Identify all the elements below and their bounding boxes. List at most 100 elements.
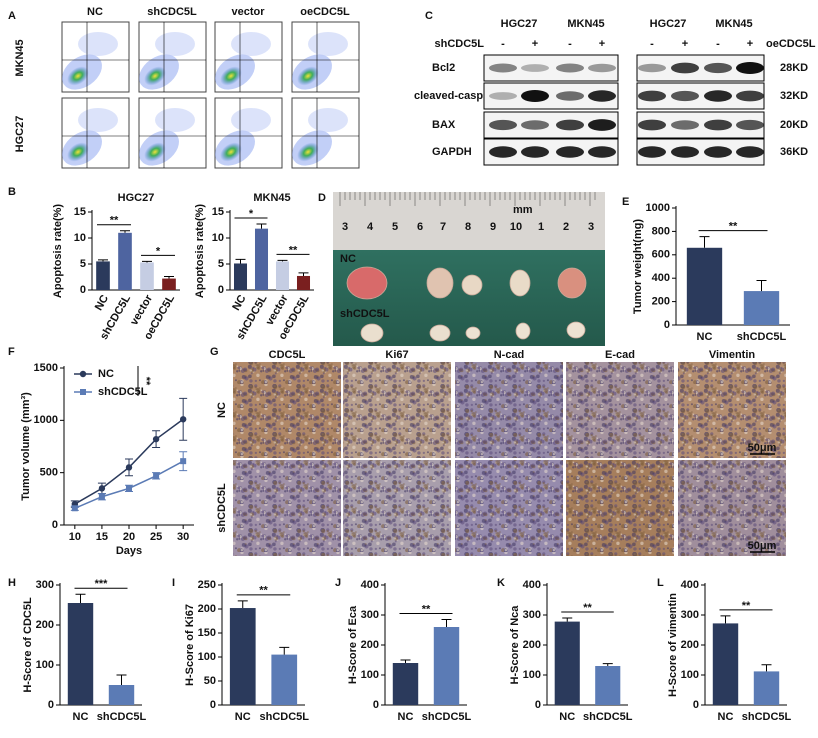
band bbox=[521, 64, 549, 72]
band bbox=[521, 146, 549, 158]
band bbox=[556, 63, 584, 73]
bar bbox=[96, 261, 110, 290]
point bbox=[153, 472, 160, 479]
y-tick-label: 600 bbox=[652, 249, 670, 261]
y-tick-label: 200 bbox=[681, 639, 699, 651]
band bbox=[671, 62, 699, 74]
y-tick-label: 300 bbox=[681, 609, 699, 621]
ruler-number: 9 bbox=[490, 221, 496, 233]
point bbox=[126, 485, 132, 492]
x-tick-label: shCDC5L bbox=[737, 331, 787, 343]
scale-bar-label: 50μm bbox=[748, 540, 777, 552]
band bbox=[489, 146, 517, 158]
y-axis-label: Tumor volume (mm³) bbox=[20, 392, 32, 501]
x-tick-label: shCDC5L bbox=[742, 711, 792, 723]
y-tick-label: 400 bbox=[523, 579, 541, 591]
bar bbox=[118, 232, 132, 290]
bar bbox=[233, 263, 248, 290]
tumor bbox=[465, 326, 481, 340]
column-header: NC bbox=[87, 6, 103, 18]
y-tick-label: 5 bbox=[218, 258, 224, 270]
band bbox=[521, 90, 549, 102]
size-label: 20KD bbox=[780, 119, 808, 131]
band bbox=[556, 119, 584, 131]
band bbox=[556, 146, 584, 158]
x-tick-label: shCDC5L bbox=[583, 711, 633, 723]
error-bar bbox=[298, 272, 309, 276]
flow-scatter bbox=[155, 32, 195, 56]
error-bar bbox=[120, 230, 130, 233]
bar bbox=[271, 654, 298, 705]
y-tick-label: 100 bbox=[198, 651, 216, 663]
y-axis-label: H-Score of vimentin bbox=[667, 593, 679, 697]
error-bar bbox=[98, 259, 108, 262]
y-tick-label: 200 bbox=[652, 296, 670, 308]
y-tick-label: 300 bbox=[361, 609, 379, 621]
y-tick-label: 100 bbox=[361, 669, 379, 681]
band bbox=[704, 146, 732, 158]
column-header: vector bbox=[231, 6, 265, 18]
error-bar bbox=[699, 236, 710, 248]
point bbox=[71, 505, 78, 512]
column-header: N-cad bbox=[494, 349, 525, 361]
bar bbox=[108, 685, 135, 705]
error-bar bbox=[279, 646, 290, 655]
flow-density bbox=[144, 142, 166, 162]
tumor bbox=[515, 322, 531, 340]
x-tick-label: NC bbox=[235, 711, 251, 723]
tumor bbox=[509, 269, 531, 297]
band bbox=[736, 62, 764, 74]
sign: + bbox=[682, 38, 688, 50]
flow-scatter bbox=[231, 32, 271, 56]
row-label: shCDC5L bbox=[216, 483, 228, 533]
y-tick-label: 15 bbox=[212, 206, 224, 218]
y-axis-label: H-Score of CDC5L bbox=[22, 597, 34, 693]
significance: * bbox=[249, 208, 254, 220]
ruler-number: 2 bbox=[563, 221, 569, 233]
flow-density bbox=[220, 142, 242, 162]
panel-letter: K bbox=[497, 577, 505, 589]
y-tick-label: 200 bbox=[523, 639, 541, 651]
y-tick-label: 0 bbox=[218, 284, 224, 296]
error-bar bbox=[562, 617, 573, 622]
error-bar bbox=[164, 275, 174, 279]
x-tick-label: NC bbox=[73, 711, 89, 723]
row-label: HGC27 bbox=[14, 116, 26, 153]
ruler-number: 3 bbox=[342, 221, 348, 233]
tumor bbox=[426, 267, 454, 299]
point bbox=[98, 485, 106, 492]
y-tick-label: 1500 bbox=[34, 362, 58, 374]
ihc-texture bbox=[455, 460, 563, 556]
point bbox=[125, 464, 133, 471]
significance: ** bbox=[583, 602, 592, 614]
x-tick-label: NC bbox=[559, 711, 575, 723]
significance: ** bbox=[289, 244, 298, 256]
protein-label: GAPDH bbox=[432, 146, 472, 158]
bar bbox=[712, 623, 739, 705]
flow-scatter bbox=[155, 108, 195, 132]
y-tick-label: 10 bbox=[74, 232, 86, 244]
y-tick-label: 0 bbox=[693, 699, 699, 711]
y-tick-label: 400 bbox=[361, 579, 379, 591]
error-bar bbox=[237, 600, 248, 609]
y-tick-label: 0 bbox=[535, 699, 541, 711]
significance: * bbox=[156, 245, 161, 257]
panel-letter: E bbox=[622, 196, 629, 208]
x-tick-label: NC bbox=[398, 711, 414, 723]
y-tick-label: 0 bbox=[48, 699, 54, 711]
ruler-number: 6 bbox=[417, 221, 423, 233]
legend-marker bbox=[80, 389, 86, 395]
bar bbox=[254, 228, 269, 290]
point bbox=[179, 416, 187, 423]
size-label: 28KD bbox=[780, 62, 808, 74]
sign: + bbox=[532, 38, 538, 50]
error-bar bbox=[277, 259, 288, 262]
bar bbox=[595, 666, 621, 705]
legend-label: NC bbox=[98, 368, 114, 380]
y-tick-label: 200 bbox=[198, 603, 216, 615]
ruler-number: 1 bbox=[538, 221, 544, 233]
flow-density bbox=[67, 142, 89, 162]
sign: - bbox=[650, 38, 654, 50]
sign: + bbox=[747, 38, 753, 50]
band bbox=[704, 62, 732, 74]
